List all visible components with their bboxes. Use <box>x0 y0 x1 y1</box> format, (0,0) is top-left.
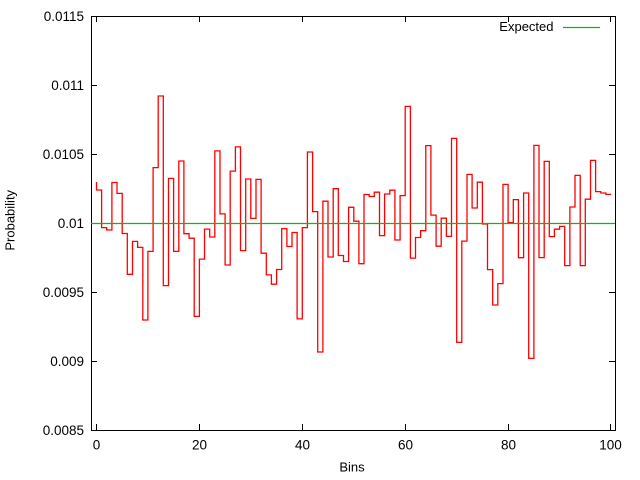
svg-text:Probability: Probability <box>2 189 17 250</box>
svg-text:80: 80 <box>501 438 516 453</box>
svg-text:0.011: 0.011 <box>51 78 84 93</box>
svg-text:0.01: 0.01 <box>58 216 84 231</box>
svg-text:60: 60 <box>398 438 413 453</box>
svg-text:0.0115: 0.0115 <box>44 9 84 24</box>
svg-text:0.0085: 0.0085 <box>43 423 84 438</box>
svg-text:Expected: Expected <box>499 19 553 34</box>
svg-text:100: 100 <box>599 438 622 453</box>
svg-text:0.0105: 0.0105 <box>43 147 84 162</box>
svg-text:40: 40 <box>295 438 310 453</box>
svg-text:20: 20 <box>192 438 207 453</box>
svg-text:Bins: Bins <box>339 460 365 475</box>
svg-text:0.009: 0.009 <box>50 354 84 369</box>
svg-text:0: 0 <box>93 438 101 453</box>
svg-text:0.0095: 0.0095 <box>43 285 84 300</box>
